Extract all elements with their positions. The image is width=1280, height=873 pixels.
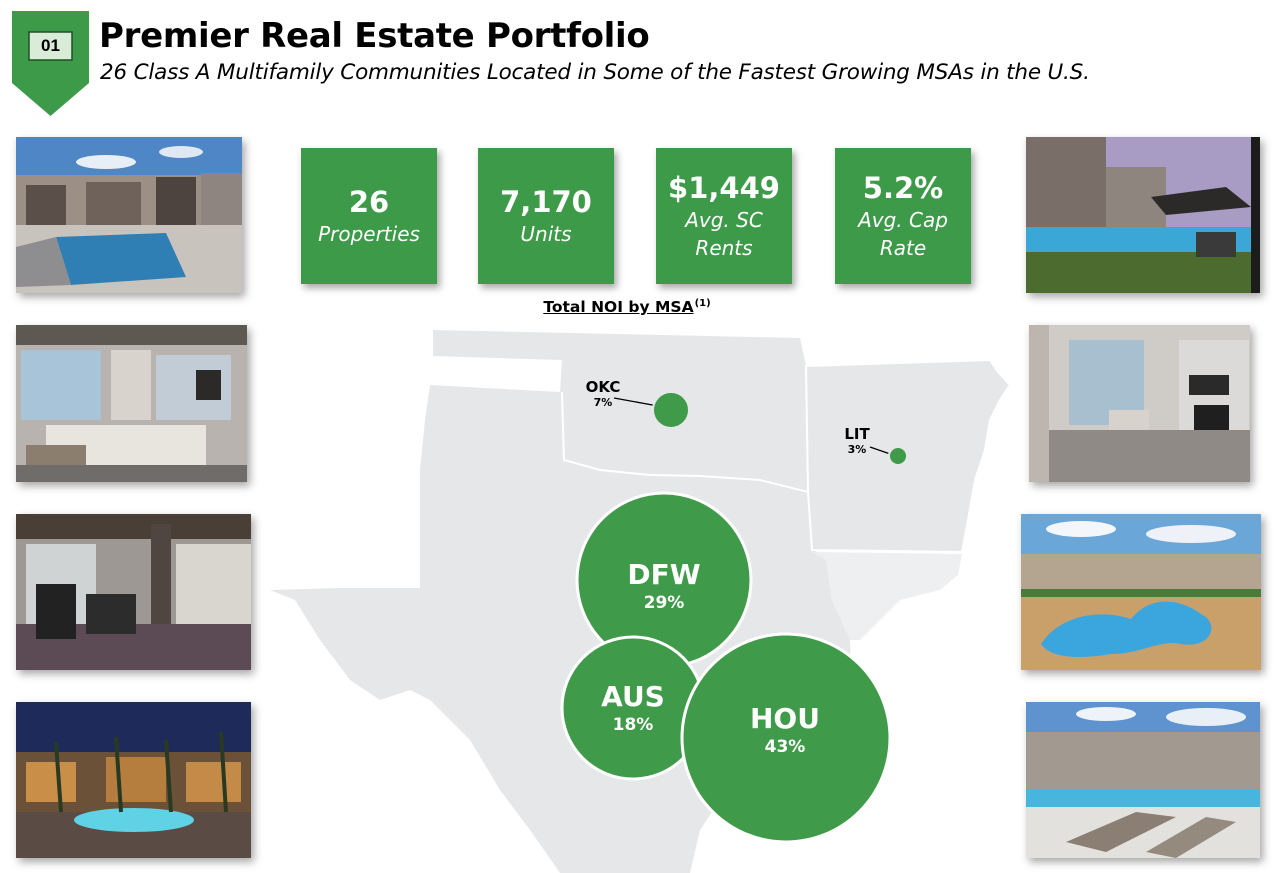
hou-label: HOU 43% — [725, 702, 845, 758]
map-title-footnote: (1) — [694, 298, 711, 309]
aus-label: AUS 18% — [573, 680, 693, 736]
stat-avg-cap-rate: 5.2% Avg. Cap Rate — [835, 148, 971, 284]
map-title: Total NOI by MSA(1) — [0, 298, 1254, 316]
okc-bubble — [652, 391, 690, 429]
hou-pct: 43% — [764, 737, 806, 757]
aus-code: AUS — [601, 680, 665, 713]
page-title: Premier Real Estate Portfolio — [99, 16, 650, 56]
dfw-pct: 29% — [643, 593, 685, 613]
hou-bubble — [680, 632, 892, 844]
okc-callout: OKC 7% — [578, 378, 628, 410]
stat-value: 26 — [348, 184, 390, 219]
okc-leader-line — [613, 397, 659, 407]
interior-living-photo — [1029, 325, 1250, 482]
stat-units: 7,170 Units — [478, 148, 614, 284]
courtyard-cabana-photo — [1026, 137, 1260, 293]
lit-bubble — [888, 446, 908, 466]
lagoon-pool-aerial-photo — [1021, 514, 1261, 670]
map-title-text: Total NOI by MSA — [543, 298, 694, 316]
clubhouse-lounge-photo — [16, 325, 247, 482]
stat-properties: 26 Properties — [301, 148, 437, 284]
stat-label: Avg. SC — [685, 207, 763, 232]
hou-code: HOU — [750, 702, 820, 735]
pool-deck-photo — [1026, 702, 1260, 858]
lit-callout: LIT 3% — [837, 425, 877, 457]
stat-label: Rate — [879, 235, 927, 260]
dfw-label: DFW 29% — [604, 558, 724, 614]
stat-avg-rents: $1,449 Avg. SC Rents — [656, 148, 792, 284]
lit-code: LIT — [844, 425, 870, 443]
lit-pct: 3% — [847, 443, 867, 456]
night-pool-photo — [16, 702, 251, 858]
fitness-center-photo — [16, 514, 251, 670]
stat-value: 5.2% — [862, 170, 944, 205]
stat-label: Units — [520, 221, 572, 246]
page-subtitle: 26 Class A Multifamily Communities Locat… — [100, 60, 1090, 85]
stat-label: Rents — [695, 235, 753, 260]
stat-value: $1,449 — [668, 170, 780, 205]
pool-exterior-photo — [16, 137, 242, 293]
stat-label: Properties — [318, 221, 420, 246]
section-badge: 01 — [12, 11, 89, 116]
aus-pct: 18% — [612, 715, 654, 735]
louisiana-edge — [812, 552, 962, 640]
okc-code: OKC — [585, 378, 621, 396]
stat-value: 7,170 — [500, 184, 592, 219]
oklahoma-border — [561, 391, 809, 493]
okc-pct: 7% — [593, 396, 613, 409]
stat-label: Avg. Cap — [858, 207, 948, 232]
dfw-code: DFW — [627, 558, 701, 591]
section-badge-shape — [12, 11, 89, 116]
section-number: 01 — [41, 36, 60, 55]
